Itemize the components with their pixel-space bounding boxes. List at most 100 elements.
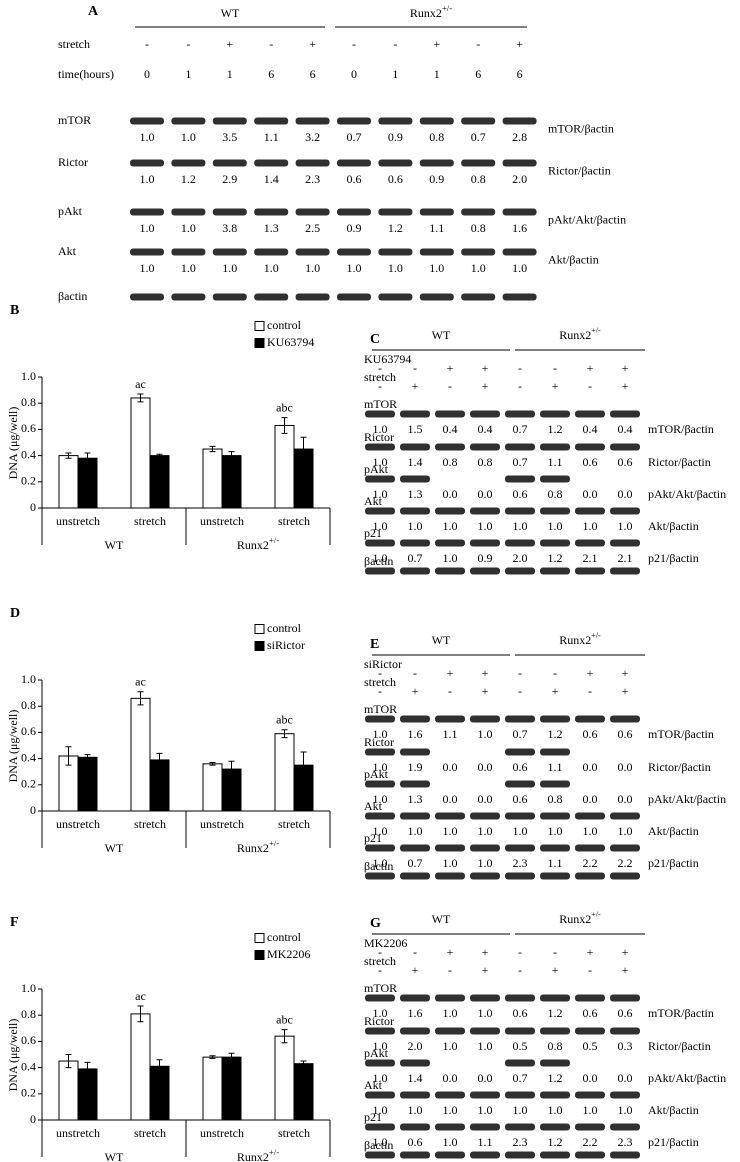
error-bar <box>281 417 288 434</box>
legend-swatch <box>254 321 265 331</box>
x-tick-label: stretch <box>134 514 166 528</box>
treatment-value: - <box>553 666 557 680</box>
band-quantity: 0.3 <box>618 1039 633 1053</box>
band <box>295 208 330 216</box>
y-tick-label: 0.2 <box>21 474 36 488</box>
band <box>610 1151 640 1159</box>
band-quantity: 0.7 <box>513 455 528 469</box>
band-quantity: 1.0 <box>408 824 423 838</box>
band <box>575 539 605 547</box>
band <box>295 293 330 301</box>
treatment-label: MK2206 <box>364 936 407 950</box>
band <box>575 1123 605 1131</box>
row-label: pAkt <box>364 767 389 781</box>
band-quantity: 1.0 <box>513 1103 528 1117</box>
bar <box>77 756 98 812</box>
band <box>505 812 535 820</box>
band-quantity: 1.1 <box>548 856 563 870</box>
band <box>400 1091 430 1099</box>
treatment-value: - <box>588 379 592 393</box>
band <box>505 844 535 852</box>
band <box>470 1123 500 1131</box>
treatment-value: 6 <box>310 67 316 81</box>
group-name: Runx2 <box>237 841 269 855</box>
x-tick-label: unstretch <box>200 1126 244 1140</box>
band-quantity: 1.2 <box>548 551 563 565</box>
treatment-value: - <box>352 37 356 51</box>
band <box>435 994 465 1002</box>
row-label: Rictor <box>364 735 394 749</box>
band-quantity: 0.6 <box>388 172 403 186</box>
treatment-value: + <box>552 963 559 977</box>
band <box>470 410 500 418</box>
row-label: mTOR <box>364 397 397 411</box>
row-label: mTOR <box>364 702 397 716</box>
y-tick-label: 0 <box>30 1112 36 1126</box>
band-quantity: 0.9 <box>388 130 403 144</box>
band <box>610 410 640 418</box>
treatment-value: - <box>413 945 417 959</box>
band-quantity: 1.0 <box>583 519 598 533</box>
band-quantity: 2.2 <box>583 856 598 870</box>
treatment-value: 1 <box>392 67 398 81</box>
band-quantity: 1.0 <box>408 519 423 533</box>
bar <box>58 1060 79 1121</box>
band-quantity: 0.0 <box>618 1071 633 1085</box>
band <box>295 117 330 125</box>
band <box>212 159 247 167</box>
band-quantity: 0.5 <box>513 1039 528 1053</box>
band-quantity: 1.0 <box>429 261 444 275</box>
band-quantity: 2.2 <box>583 1135 598 1149</box>
band <box>540 567 570 575</box>
row-label: Akt <box>364 799 383 813</box>
annotation: abc <box>276 400 293 414</box>
band-quantity: 1.0 <box>264 261 279 275</box>
group-label: Runx2+/- <box>237 838 279 855</box>
error-bar <box>65 452 72 459</box>
band-quantity: 1.0 <box>548 1103 563 1117</box>
band-quantity: 0.0 <box>443 487 458 501</box>
band <box>505 1027 535 1035</box>
band <box>254 208 289 216</box>
band-quantity: 1.0 <box>443 1103 458 1117</box>
x-tick-label: stretch <box>278 514 310 528</box>
ratio-label: pAkt/Akt/βactin <box>648 1071 726 1085</box>
error-bar <box>137 691 144 706</box>
band-quantity: 2.1 <box>583 551 598 565</box>
band-quantity: 1.0 <box>181 130 196 144</box>
band <box>610 507 640 515</box>
band-quantity: 0.7 <box>513 1071 528 1085</box>
y-tick-label: 0.2 <box>21 1086 36 1100</box>
band-quantity: 1.0 <box>373 792 388 806</box>
group-name: Runx2 <box>559 328 591 342</box>
ratio-label: pAkt/Akt/βactin <box>548 213 626 227</box>
x-tick-label: stretch <box>278 817 310 831</box>
band <box>505 715 535 723</box>
treatment-value: - <box>553 361 557 375</box>
band <box>400 872 430 880</box>
treatment-value: - <box>378 361 382 375</box>
treatment-label: siRictor <box>364 657 402 671</box>
band-quantity: 1.2 <box>548 1006 563 1020</box>
band <box>130 117 164 125</box>
group-superscript: +/- <box>269 535 279 545</box>
error-bar <box>65 1054 72 1069</box>
band <box>610 567 640 575</box>
band-quantity: 1.0 <box>140 221 155 235</box>
band-quantity: 3.2 <box>305 130 320 144</box>
band-quantity: 1.0 <box>443 551 458 565</box>
band <box>365 507 395 515</box>
treatment-value: - <box>448 963 452 977</box>
panel-letter: C <box>370 332 380 347</box>
band <box>540 812 570 820</box>
band <box>470 443 500 451</box>
band-quantity: 2.8 <box>512 130 527 144</box>
band <box>337 208 371 216</box>
group-name: WT <box>432 912 451 926</box>
bar <box>202 763 223 812</box>
band-quantity: 1.0 <box>181 221 196 235</box>
error-bar <box>65 746 72 766</box>
y-tick-label: 0.4 <box>21 447 36 461</box>
band-quantity: 0.8 <box>478 455 493 469</box>
ratio-label: p21/βactin <box>648 856 699 870</box>
